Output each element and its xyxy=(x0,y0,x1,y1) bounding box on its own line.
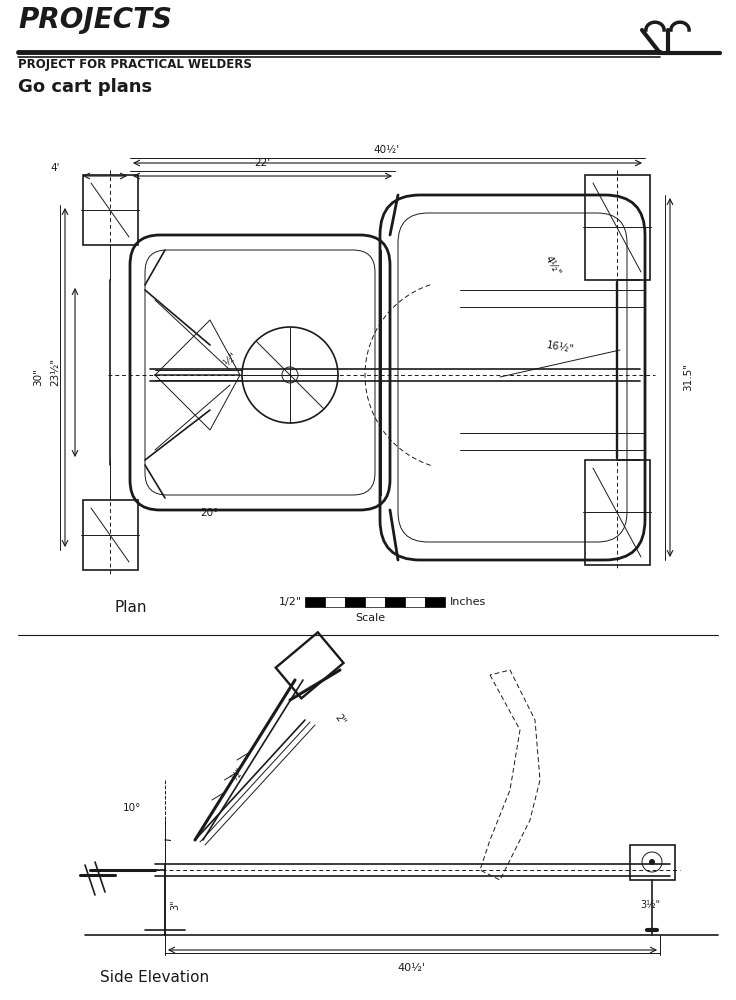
Text: 16½": 16½" xyxy=(545,340,575,355)
Text: 20°: 20° xyxy=(200,508,219,518)
Bar xyxy=(405,597,425,607)
Text: 31.5": 31.5" xyxy=(683,363,693,391)
Text: 10°: 10° xyxy=(123,803,141,813)
Bar xyxy=(630,845,675,880)
Text: 4½": 4½" xyxy=(542,254,562,278)
Text: 3½": 3½" xyxy=(640,900,660,910)
Bar xyxy=(305,597,325,607)
Text: Inches: Inches xyxy=(450,597,486,607)
Bar xyxy=(345,597,365,607)
Text: 40½': 40½' xyxy=(398,963,426,973)
Bar xyxy=(585,175,650,280)
Text: 40½': 40½' xyxy=(374,145,400,155)
Bar xyxy=(365,597,385,607)
Text: 2": 2" xyxy=(333,713,347,727)
Text: Scale: Scale xyxy=(355,613,385,623)
Circle shape xyxy=(649,859,655,865)
Text: PROJECT FOR PRACTICAL WELDERS: PROJECT FOR PRACTICAL WELDERS xyxy=(18,58,252,71)
Text: PROJECTS: PROJECTS xyxy=(18,6,172,34)
Text: 4': 4' xyxy=(50,163,60,173)
Bar xyxy=(276,632,344,698)
Text: 1/2": 1/2" xyxy=(278,597,302,607)
Text: 30": 30" xyxy=(33,368,43,386)
Bar xyxy=(83,500,138,570)
Bar xyxy=(83,175,138,245)
Text: 23½": 23½" xyxy=(50,358,60,386)
Bar xyxy=(585,460,650,565)
Text: Go cart plans: Go cart plans xyxy=(18,78,152,96)
Text: 22': 22' xyxy=(254,158,270,168)
Text: Side Elevation: Side Elevation xyxy=(100,970,209,985)
Text: ½": ½" xyxy=(230,766,247,784)
Text: ½": ½" xyxy=(222,350,238,368)
Text: 3": 3" xyxy=(170,900,180,910)
Bar xyxy=(385,597,405,607)
Bar xyxy=(325,597,345,607)
Bar xyxy=(425,597,445,607)
Text: Plan: Plan xyxy=(115,600,147,615)
